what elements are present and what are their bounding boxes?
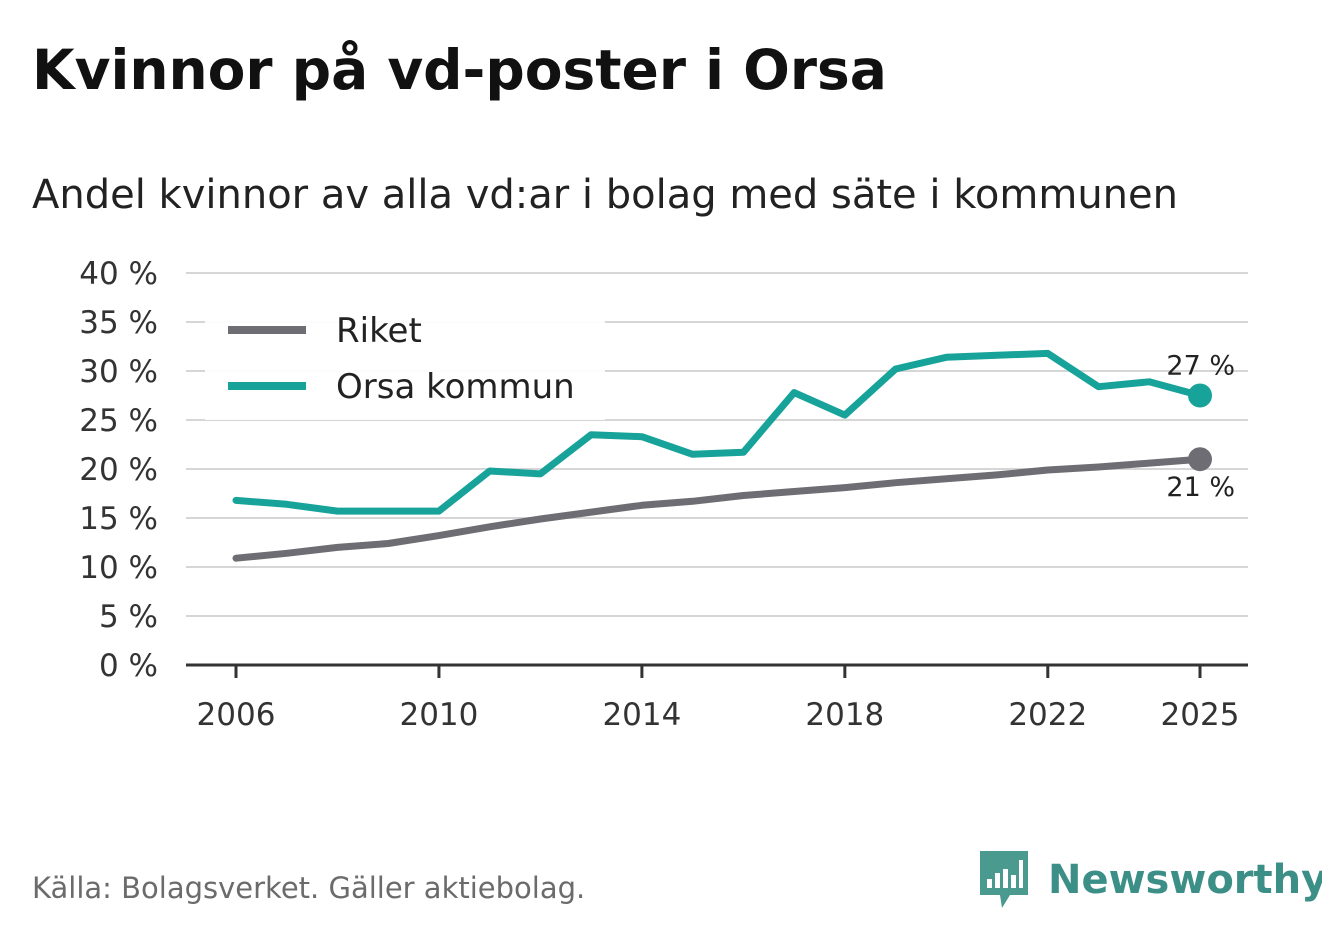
y-tick-label: 35 % bbox=[79, 305, 158, 341]
legend-label: Orsa kommun bbox=[336, 367, 575, 407]
x-axis-ticks: 2006 2010 2014 2018 2022 2025 bbox=[197, 665, 1240, 733]
end-value-label: 27 % bbox=[1166, 351, 1235, 382]
line-chart: 0 %5 %10 %15 %20 %25 %30 %35 %40 % 2006 2… bbox=[79, 256, 1248, 733]
x-tick-label: 2018 bbox=[805, 697, 884, 733]
chart-title: Kvinnor på vd-poster i Orsa bbox=[32, 38, 887, 102]
y-tick-label: 25 % bbox=[79, 403, 158, 439]
x-tick-label: 2022 bbox=[1008, 697, 1087, 733]
chart-subtitle: Andel kvinnor av alla vd:ar i bolag med … bbox=[32, 172, 1178, 218]
source-note: Källa: Bolagsverket. Gäller aktiebolag. bbox=[32, 871, 586, 905]
series-end-point bbox=[1188, 447, 1212, 472]
y-tick-label: 10 % bbox=[79, 550, 158, 586]
series-lines bbox=[232, 349, 1212, 562]
x-tick-label: 2025 bbox=[1161, 697, 1240, 733]
legend-label: Riket bbox=[336, 311, 422, 351]
legend: Riket Orsa kommun bbox=[205, 300, 605, 420]
y-tick-label: 30 % bbox=[79, 354, 158, 390]
y-tick-label: 15 % bbox=[79, 501, 158, 537]
series-line bbox=[232, 349, 1204, 515]
x-tick-label: 2014 bbox=[602, 697, 681, 733]
y-tick-label: 40 % bbox=[79, 256, 158, 292]
end-labels: 27 % 21 % bbox=[1166, 351, 1235, 504]
y-axis-ticks: 0 % 5 % 10 % 15 % 20 % 25 % 30 % 35 % 40 % bbox=[79, 256, 158, 684]
legend-background bbox=[205, 300, 605, 420]
newsworthy-logo-icon bbox=[980, 851, 1028, 908]
y-tick-label: 20 % bbox=[79, 452, 158, 488]
brand-name: Newsworthy bbox=[1048, 857, 1322, 903]
series-line bbox=[232, 455, 1204, 562]
y-tick-label: 5 % bbox=[99, 599, 158, 635]
series-end-point bbox=[1188, 383, 1212, 408]
x-tick-label: 2010 bbox=[399, 697, 478, 733]
end-value-label: 21 % bbox=[1166, 472, 1235, 503]
y-tick-label: 0 % bbox=[99, 648, 158, 684]
newsworthy-brand: Newsworthy bbox=[980, 850, 1322, 910]
x-tick-label: 2006 bbox=[197, 697, 276, 733]
